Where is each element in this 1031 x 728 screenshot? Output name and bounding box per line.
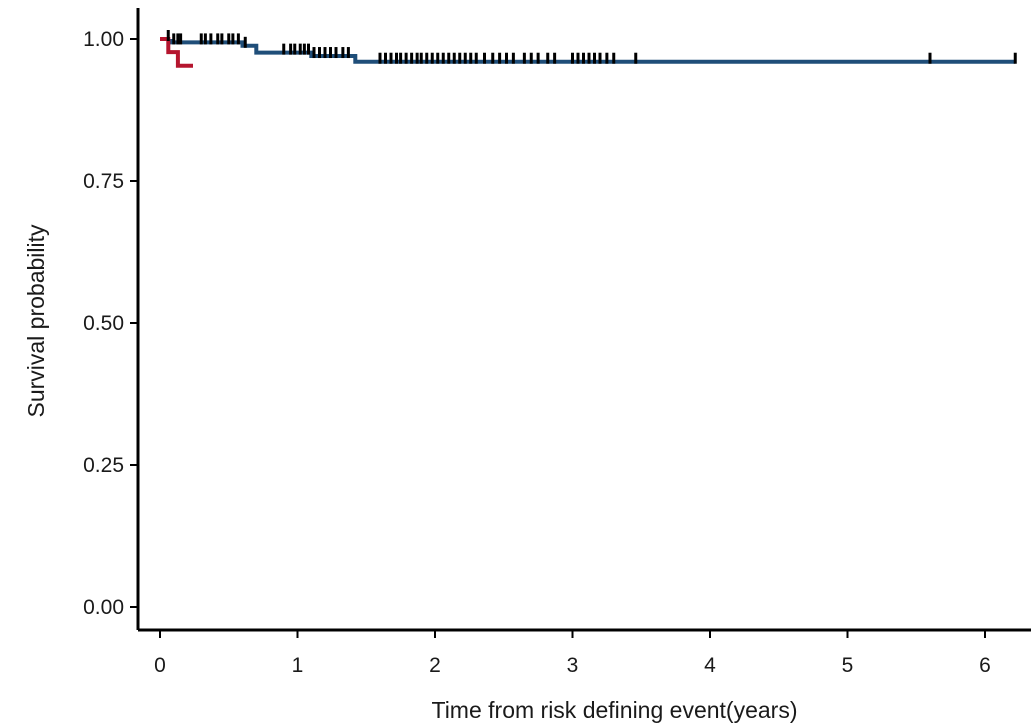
y-tick-label: 0.00 <box>83 596 124 619</box>
x-tick-label: 2 <box>429 654 441 677</box>
y-axis-title: Survival probability <box>23 224 49 418</box>
y-tick-label: 0.25 <box>83 454 124 477</box>
y-tick-label: 1.00 <box>83 28 124 51</box>
x-tick-label: 3 <box>567 654 579 677</box>
plot-area <box>160 30 1017 68</box>
y-axis-ticks: 0.00 0.25 0.50 0.75 1.00 <box>83 28 138 619</box>
x-tick-label: 5 <box>842 654 854 677</box>
y-tick-label: 0.50 <box>83 312 124 335</box>
y-tick-label: 0.75 <box>83 170 124 193</box>
censor-marks <box>166 30 1017 64</box>
x-axis-ticks: 0 1 2 3 4 5 6 <box>154 630 991 677</box>
x-tick-label: 4 <box>704 654 716 677</box>
x-tick-label: 0 <box>154 654 166 677</box>
x-tick-label: 6 <box>979 654 991 677</box>
x-tick-label: 1 <box>292 654 304 677</box>
x-axis-title: Time from risk defining event(years) <box>432 697 798 723</box>
